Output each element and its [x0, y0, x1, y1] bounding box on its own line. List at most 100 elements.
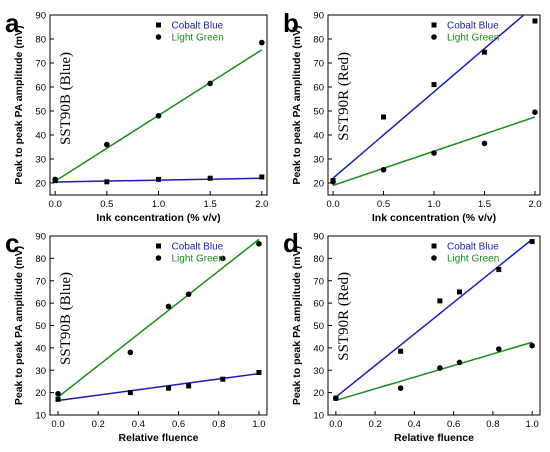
- series-cobalt-blue: Cobalt Blue: [55, 242, 262, 402]
- series-cobalt-blue: Cobalt Blue: [333, 238, 535, 401]
- y-tick-label: 60: [313, 299, 324, 310]
- y-axis-label: Peak to peak PA amplitude (mV): [291, 25, 303, 184]
- x-tick-label: 0.0: [329, 419, 342, 430]
- sample-label: SST90R (Red): [336, 272, 352, 361]
- y-tick-label: 10: [35, 411, 46, 422]
- y-tick-label: 20: [35, 179, 46, 190]
- data-point: [532, 18, 538, 24]
- data-point: [220, 376, 226, 382]
- data-point: [219, 255, 226, 262]
- data-point: [437, 365, 443, 371]
- data-point: [333, 395, 339, 402]
- legend-label: Cobalt Blue: [172, 242, 224, 253]
- series-light-green: Light Green: [333, 254, 535, 402]
- data-point: [481, 49, 487, 55]
- data-point: [532, 109, 538, 115]
- x-axis-label: Ink concentration (% v/v): [96, 212, 220, 224]
- data-point: [127, 349, 134, 356]
- data-point: [256, 369, 262, 375]
- data-point: [259, 39, 265, 46]
- sample-label: SST90R (Red): [336, 52, 352, 141]
- series-light-green: Light Green: [330, 33, 538, 187]
- y-tick-label: 50: [313, 107, 324, 118]
- x-tick-label: 1.0: [427, 199, 440, 210]
- series-cobalt-blue: Cobalt Blue: [330, 15, 538, 184]
- x-tick-label: 0.8: [212, 419, 225, 430]
- y-tick-label: 90: [313, 232, 324, 243]
- y-tick-label: 30: [313, 155, 324, 166]
- y-tick-label: 60: [35, 83, 46, 94]
- y-tick-label: 90: [35, 11, 46, 22]
- data-point: [259, 174, 265, 180]
- y-tick-label: 80: [313, 254, 324, 265]
- x-tick-label: 2.0: [528, 199, 541, 210]
- plot-frame: [49, 14, 268, 196]
- data-point: [207, 80, 213, 87]
- series-light-green: Light Green: [55, 238, 262, 398]
- y-tick-label: 20: [313, 179, 324, 190]
- x-tick-label: 1.5: [478, 199, 491, 210]
- data-point: [397, 385, 404, 391]
- legend-marker: [156, 243, 161, 249]
- x-tick-label: 0.2: [92, 419, 105, 430]
- y-tick-label: 50: [35, 321, 46, 332]
- legend-marker: [431, 255, 437, 261]
- data-point: [256, 241, 262, 247]
- y-tick-label: 80: [35, 35, 46, 46]
- series-cobalt-blue: Cobalt Blue: [52, 21, 265, 185]
- x-tick-label: 1.0: [152, 199, 165, 210]
- x-axis-label: Relative fluence: [119, 432, 199, 444]
- y-tick-label: 80: [35, 254, 46, 265]
- y-tick-label: 40: [35, 343, 46, 354]
- x-tick-label: 0.4: [132, 419, 145, 430]
- y-tick-label: 40: [313, 343, 324, 354]
- y-tick-label: 60: [35, 299, 46, 310]
- panel-b: 0.0 0.5 1.0 1.5 2.0 20 30 40 50 60 70 80 90 Ink conce…: [283, 8, 542, 224]
- legend-marker: [156, 22, 161, 28]
- legend-label: Light Green: [447, 254, 499, 265]
- data-point: [529, 342, 535, 349]
- x-tick-label: 0.0: [51, 419, 64, 430]
- y-tick-label: 30: [35, 155, 46, 166]
- fit-line: [335, 238, 533, 398]
- fit-line: [332, 15, 525, 179]
- y-tick-label: 50: [35, 107, 46, 118]
- x-axis-label: Relative fluence: [394, 432, 474, 444]
- x-tick-label: 1.0: [252, 419, 265, 430]
- data-point: [104, 141, 110, 148]
- y-tick-label: 20: [313, 388, 324, 399]
- x-tick-label: 0.5: [100, 199, 113, 210]
- data-point: [330, 179, 336, 185]
- data-point: [431, 82, 437, 88]
- plot-frame: [327, 14, 541, 196]
- y-tick-label: 90: [35, 232, 46, 243]
- panel-a: 0.0 0.5 1.0 1.5 2.0 20 30 40 50 60 70 80 90 Ink conce…: [5, 8, 268, 224]
- data-point: [456, 359, 463, 366]
- data-point: [496, 267, 502, 273]
- data-point: [380, 167, 387, 173]
- legend-marker: [431, 34, 437, 40]
- y-tick-label: 60: [313, 83, 324, 94]
- x-tick-label: 0.6: [447, 419, 460, 430]
- y-tick-label: 40: [313, 131, 324, 142]
- fit-line: [57, 238, 260, 398]
- data-point: [207, 175, 213, 181]
- sample-label: SST90B (Blue): [58, 272, 74, 365]
- y-tick-label: 30: [35, 366, 46, 377]
- sample-label: SST90B (Blue): [58, 52, 74, 145]
- data-point: [457, 289, 463, 295]
- data-point: [156, 176, 161, 182]
- x-tick-label: 0.4: [408, 419, 421, 430]
- legend-label: Cobalt Blue: [447, 21, 499, 32]
- x-tick-label: 0.5: [377, 199, 390, 210]
- x-tick-label: 0.6: [172, 419, 185, 430]
- panel-d: 0.0 0.2 0.4 0.6 0.8 1.0 10 20 30 40 50 60 70 80 90 Rela…: [283, 228, 541, 444]
- y-tick-label: 20: [35, 388, 46, 399]
- data-point: [155, 113, 162, 119]
- panel-letter: b: [283, 8, 299, 38]
- x-tick-label: 0.0: [326, 199, 339, 210]
- y-axis-label: Peak to peak PA amplitude (mV): [13, 25, 25, 184]
- y-tick-label: 70: [313, 59, 324, 70]
- panel-letter: d: [283, 228, 299, 258]
